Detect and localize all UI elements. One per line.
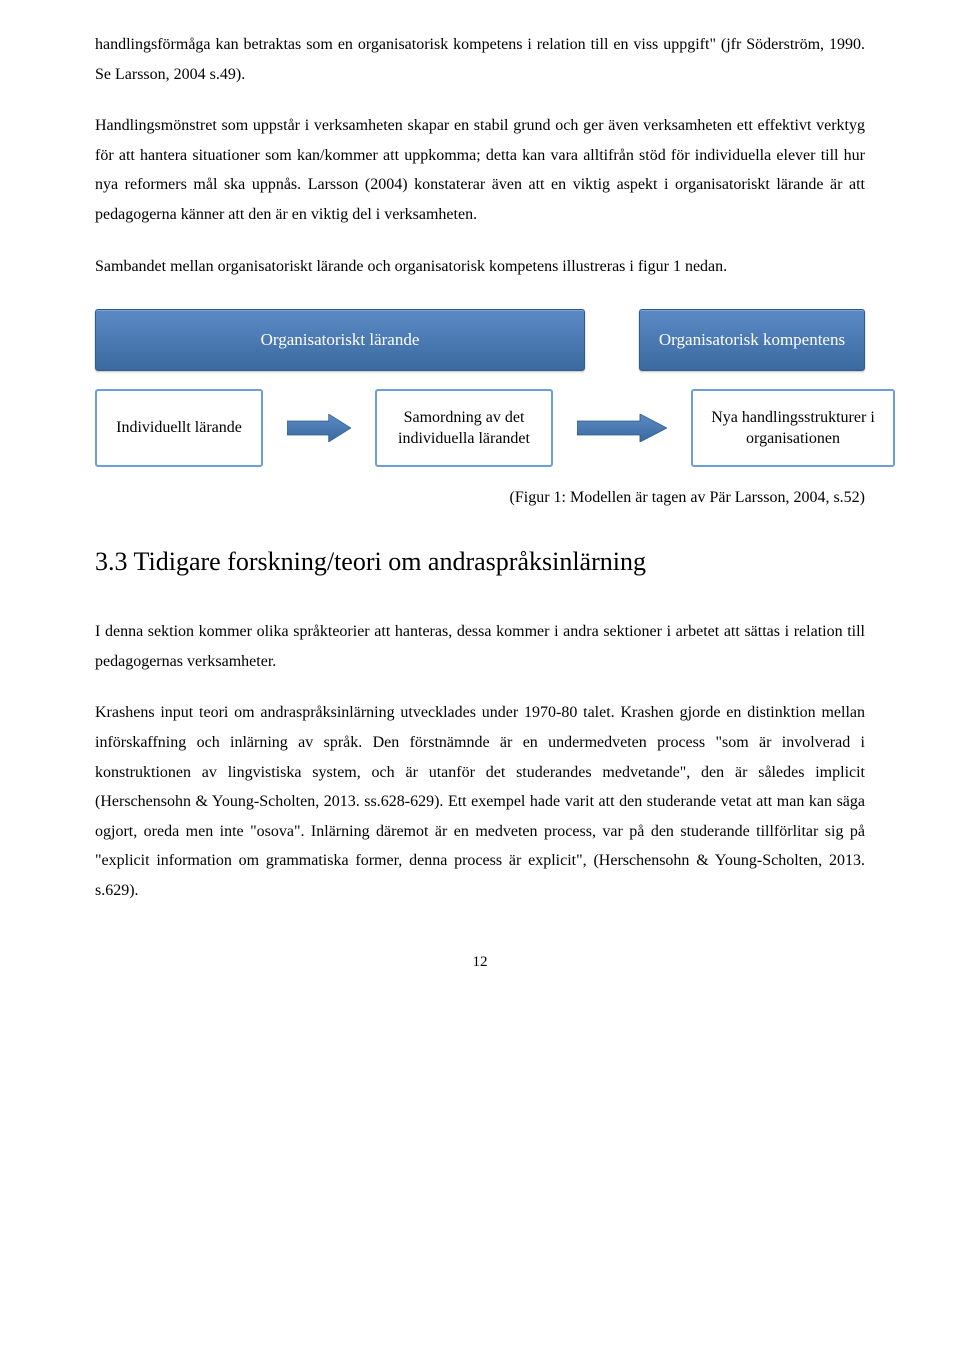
box-samordning: Samordning av det individuella lärandet	[375, 389, 553, 467]
section-heading: 3.3 Tidigare forskning/teori om andraspr…	[95, 547, 865, 577]
figure-caption: (Figur 1: Modellen är tagen av Pär Larss…	[95, 489, 865, 507]
paragraph-3: Sambandet mellan organisatoriskt lärande…	[95, 252, 865, 282]
box-organisatoriskt-larande: Organisatoriskt lärande	[95, 309, 585, 371]
paragraph-4: I denna sektion kommer olika språkteorie…	[95, 617, 865, 676]
paragraph-5: Krashens input teori om andraspråksinlär…	[95, 698, 865, 905]
diagram-row-bottom: Individuellt lärande Samordning av det i…	[95, 389, 865, 467]
arrow-1	[287, 389, 351, 467]
arrow-2	[577, 389, 667, 467]
page: handlingsförmåga kan betraktas som en or…	[0, 0, 960, 1021]
paragraph-1: handlingsförmåga kan betraktas som en or…	[95, 30, 865, 89]
paragraph-2: Handlingsmönstret som uppstår i verksamh…	[95, 111, 865, 229]
box-nya-handlingsstrukturer: Nya handlingsstrukturer i organisationen	[691, 389, 895, 467]
diagram: Organisatoriskt lärande Organisatorisk k…	[95, 309, 865, 467]
diagram-row-top: Organisatoriskt lärande Organisatorisk k…	[95, 309, 865, 371]
page-number: 12	[95, 954, 865, 971]
box-individuellt-larande: Individuellt lärande	[95, 389, 263, 467]
box-organisatorisk-kompetens: Organisatorisk kompentens	[639, 309, 865, 371]
